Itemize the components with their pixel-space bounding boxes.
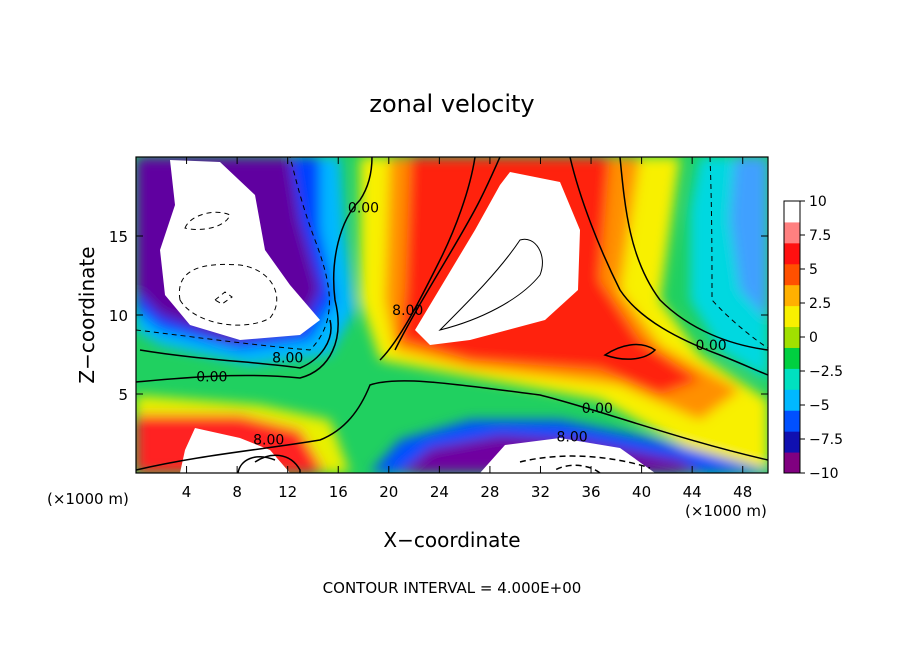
colorbar-tick-label: 5 bbox=[809, 262, 818, 278]
contour-line-eight-left bbox=[139, 319, 332, 369]
x-tick-label: 48 bbox=[733, 483, 752, 501]
x-axis-unit-right: (×1000 m) bbox=[685, 502, 767, 520]
x-tick-label: 16 bbox=[329, 483, 348, 501]
contour-lines bbox=[136, 157, 768, 473]
contour-label: 0.00 bbox=[696, 338, 727, 354]
x-axis-label: X−coordinate bbox=[383, 528, 520, 552]
x-axis-unit-left: (×1000 m) bbox=[47, 490, 129, 508]
colorbar-segment bbox=[784, 326, 800, 348]
colorbar-segment bbox=[784, 410, 800, 432]
contour-label: 8.00 bbox=[392, 303, 423, 319]
colorbar-segment bbox=[784, 242, 800, 265]
x-tick-label: 20 bbox=[379, 483, 398, 501]
x-tick-label: 24 bbox=[430, 483, 449, 501]
colorbar-segment bbox=[784, 347, 800, 369]
colorbar-tick-label: 0 bbox=[809, 330, 818, 346]
contour-label: 8.00 bbox=[556, 429, 587, 445]
contour-line-dashed-neg bbox=[136, 157, 768, 351]
contour-line-zero-lower bbox=[136, 380, 768, 471]
y-tick-label: 10 bbox=[109, 307, 128, 325]
y-axis-label: Z−coordinate bbox=[75, 246, 99, 383]
x-tick-label: 4 bbox=[182, 483, 192, 501]
colorbar-tick-label: −7.5 bbox=[809, 432, 843, 448]
contour-label: 0.00 bbox=[582, 401, 613, 417]
colorbar-segment bbox=[784, 284, 800, 307]
chart-title: zonal velocity bbox=[369, 90, 534, 118]
saturated-region-jet-core bbox=[415, 172, 580, 345]
x-tick-label: 36 bbox=[581, 483, 600, 501]
colorbar-tick-label: 10 bbox=[809, 194, 827, 210]
contour-interval-footer: CONTOUR INTERVAL = 4.000E+00 bbox=[323, 579, 582, 597]
y-tick-label: 5 bbox=[118, 386, 128, 404]
colorbar-segment bbox=[784, 263, 800, 286]
contour-line-dashed-inner bbox=[178, 211, 278, 326]
x-tick-label: 28 bbox=[480, 483, 499, 501]
plot-area bbox=[136, 157, 768, 473]
x-tick-label: 12 bbox=[278, 483, 297, 501]
x-tick-label: 8 bbox=[232, 483, 242, 501]
contour-label: 8.00 bbox=[253, 433, 284, 449]
field-region-right-blue bbox=[730, 157, 768, 320]
colorbar-tick-label: −2.5 bbox=[809, 364, 843, 380]
contour-line-bottom-mid-dashed bbox=[519, 455, 651, 473]
colorbar-tick-label: −5 bbox=[809, 398, 830, 414]
colorbar-segment bbox=[784, 201, 800, 223]
colorbar-tick-label: −10 bbox=[809, 466, 839, 482]
colorbar-segment bbox=[784, 221, 800, 244]
colorbar: 10 7.5 5 2.5 0 −2.5 −5 −7.5 −10 bbox=[783, 194, 843, 482]
x-tick-label: 44 bbox=[683, 483, 702, 501]
contour-line-bottom-left bbox=[237, 454, 301, 473]
y-axis-ticks: 5 10 15 bbox=[109, 228, 768, 404]
colorbar-tick-label: 2.5 bbox=[809, 296, 831, 312]
x-tick-label: 32 bbox=[531, 483, 550, 501]
saturated-region-bottom-mid bbox=[480, 438, 655, 473]
contour-label: 0.00 bbox=[348, 200, 379, 216]
saturated-region-upper-left bbox=[160, 160, 320, 340]
saturated-region-bottom-left bbox=[180, 428, 290, 473]
colorbar-segment bbox=[784, 431, 800, 453]
colorbar-tick-label: 7.5 bbox=[809, 228, 831, 244]
colorbar-segment bbox=[784, 305, 800, 328]
contour-line-zero-upper bbox=[136, 157, 373, 383]
contour-line-eight-upper bbox=[394, 157, 768, 376]
colorbar-segment bbox=[784, 452, 800, 474]
contour-label: 8.00 bbox=[272, 350, 303, 366]
colorbar-segment bbox=[784, 368, 800, 390]
contour-line-jet-core bbox=[438, 238, 543, 331]
contour-line-right-lobe bbox=[603, 343, 657, 360]
x-tick-label: 40 bbox=[632, 483, 651, 501]
x-axis-ticks: 4 8 12 16 20 24 28 32 36 40 44 48 bbox=[182, 157, 752, 501]
y-tick-label: 15 bbox=[109, 228, 128, 246]
contour-labels: 0.00 8.00 8.00 0.00 8.00 0.00 8.00 0.00 bbox=[196, 200, 726, 448]
contour-line-zero-jet bbox=[379, 157, 768, 361]
colorbar-segment bbox=[784, 389, 800, 411]
contour-label: 0.00 bbox=[196, 369, 227, 385]
